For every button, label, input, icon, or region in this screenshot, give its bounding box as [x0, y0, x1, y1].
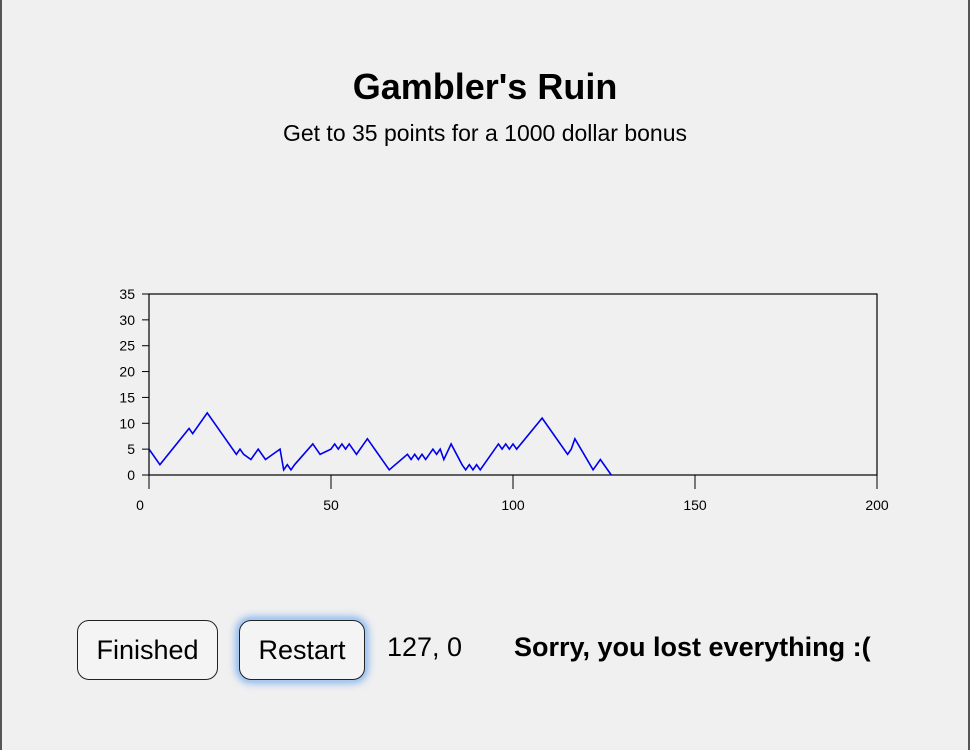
x-tick-label: 150 [683, 497, 707, 513]
y-tick-label: 10 [119, 415, 135, 431]
x-tick-label: 50 [323, 497, 339, 513]
x-tick-label: 100 [501, 497, 525, 513]
result-message: Sorry, you lost everything :( [514, 632, 871, 662]
page-title: Gambler's Ruin [352, 66, 618, 107]
x-tick-label: 200 [865, 497, 889, 513]
y-tick-label: 35 [119, 286, 135, 302]
y-tick-label: 30 [119, 312, 135, 328]
x-tick-label: 0 [136, 497, 144, 513]
step-points-readout: 127, 0 [387, 632, 463, 662]
finished-button[interactable]: Finished [77, 620, 218, 680]
y-tick-label: 25 [119, 338, 135, 354]
restart-button[interactable]: Restart [239, 620, 365, 680]
y-tick-label: 20 [119, 364, 135, 380]
y-tick-label: 5 [127, 441, 135, 457]
y-tick-label: 0 [127, 467, 135, 483]
page-subtitle: Get to 35 points for a 1000 dollar bonus [282, 120, 688, 146]
y-tick-label: 15 [119, 389, 135, 405]
walk-series-line [148, 411, 612, 476]
